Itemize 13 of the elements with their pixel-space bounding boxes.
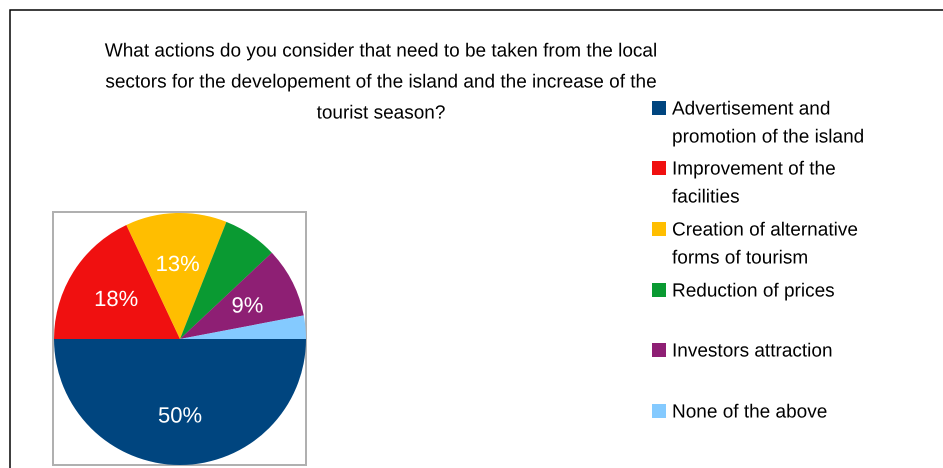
pie-slice xyxy=(180,315,306,339)
legend-label: None of the above xyxy=(672,402,828,423)
data-label: 50% xyxy=(158,402,202,428)
chart-title: What actions do you consider that need to be taken from the local sectors for the developement of the island and the increase of the tourist season? xyxy=(104,40,658,124)
data-label: 9% xyxy=(231,292,264,318)
data-label: 13% xyxy=(156,251,200,276)
data-label: 18% xyxy=(94,286,138,312)
legend-label: Reduction of prices xyxy=(672,280,835,302)
pie-slice xyxy=(54,339,306,465)
legend-label: Investors attraction xyxy=(672,340,833,362)
legend-label: Improvement of the facilities xyxy=(672,158,836,208)
legend-label: Creation of alternative forms of tourism xyxy=(672,220,858,269)
legend-label: Advertisement and promotion of the island xyxy=(672,98,864,148)
